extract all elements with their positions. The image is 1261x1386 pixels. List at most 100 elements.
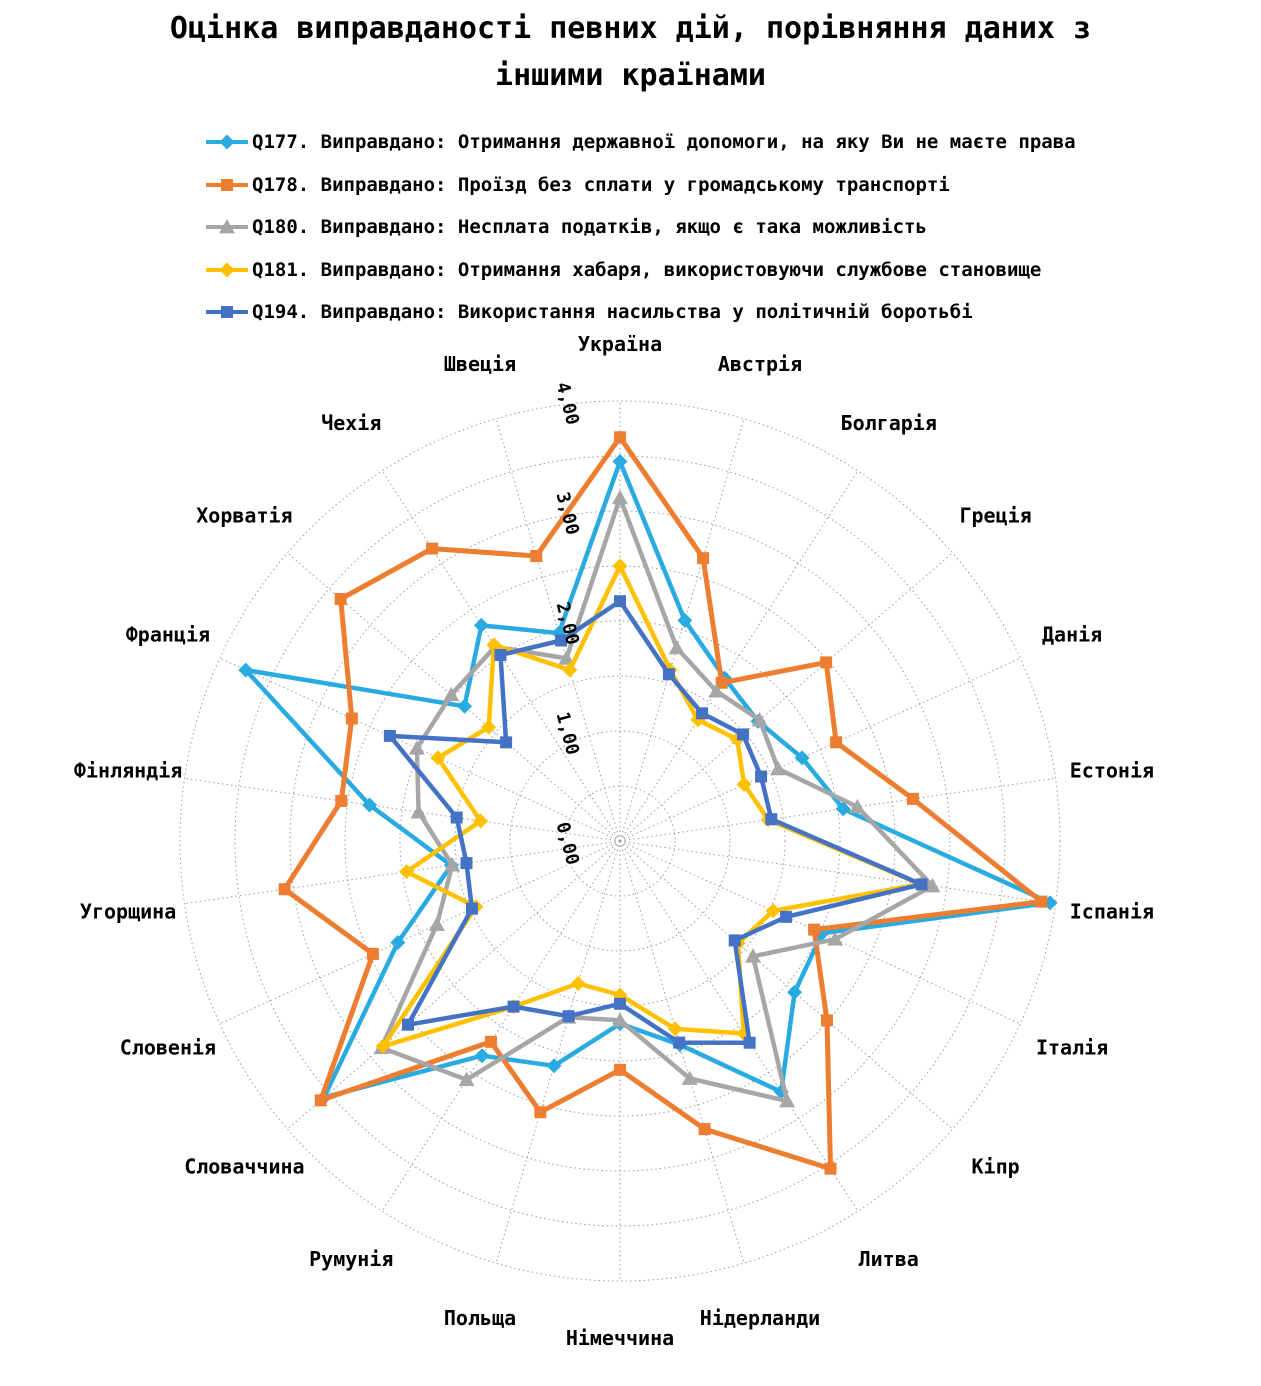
legend-label-Q178: Q178. Виправдано: Проїзд без сплати у гр…: [252, 173, 950, 196]
data-point-Q194-Словаччина: [402, 1018, 415, 1031]
data-point-Q181-Фінляндія: [473, 813, 489, 829]
data-point-Q194-Болгарія: [696, 707, 709, 720]
data-point-Q178-Швеція: [530, 550, 543, 563]
grid-ring: [344, 565, 896, 1117]
data-point-Q181-Україна: [612, 558, 628, 574]
data-point-Q180-Литва: [779, 1093, 796, 1108]
axis-label-Румунія: Румунія: [309, 1247, 393, 1271]
data-point-Q194-Фінляндія: [450, 811, 463, 824]
axis-label-Словаччина: Словаччина: [184, 1155, 304, 1179]
data-point-Q194-Іспанія: [915, 878, 928, 891]
grid-ring: [509, 730, 731, 952]
data-point-Q177-Румунія: [474, 1048, 490, 1064]
legend-square-marker-icon: [206, 306, 248, 318]
axis-label-Хорватія: Хорватія: [196, 504, 292, 528]
data-point-Q178-Словаччина: [314, 1094, 327, 1107]
grid-spoke: [619, 777, 1056, 842]
data-point-Q177-Хорватія: [457, 698, 473, 714]
data-point-Q194-Хорватія: [500, 736, 513, 749]
legend-item-Q177: Q177. Виправдано: Отримання державної до…: [205, 127, 1076, 157]
data-point-Q178-Україна: [614, 431, 626, 444]
data-point-Q178-Італія: [808, 923, 821, 936]
data-point-Q194-Німеччина: [614, 997, 626, 1010]
data-point-Q178-Австрія: [697, 552, 710, 565]
series-Q178: [278, 431, 1048, 1175]
data-point-Q178-Польща: [534, 1106, 547, 1119]
series-line-Q177: [243, 459, 1053, 1100]
grid-spoke: [619, 840, 1056, 905]
data-point-Q177-Естонія: [835, 801, 851, 817]
radial-tick-1,00: 1,00: [552, 710, 584, 757]
data-point-Q180-Іспанія: [924, 877, 941, 893]
data-point-Q194-Естонія: [765, 813, 778, 826]
polar-grid: [179, 400, 1061, 1282]
grid-spoke: [287, 840, 621, 1130]
radial-tick-labels: 0,001,002,003,004,00: [552, 380, 584, 867]
grid-spoke: [619, 840, 745, 1264]
category-labels: Україна Австрія Болгарія Греція Данія Естонія…: [74, 332, 1154, 1350]
data-point-Q177-Чехія: [473, 617, 489, 633]
grid-spoke: [619, 657, 1021, 842]
data-point-Q178-Болгарія: [715, 676, 728, 689]
data-point-Q180-Україна: [612, 489, 628, 505]
axis-label-Словенія: Словенія: [120, 1036, 216, 1060]
data-point-Q181-Данія: [736, 776, 752, 792]
data-point-Q194-Угорщина: [460, 857, 473, 870]
data-point-Q180-Естонія: [849, 798, 866, 814]
data-point-Q178-Данія: [830, 736, 843, 749]
axis-label-Іспанія: Іспанія: [1070, 900, 1154, 924]
data-point-Q180-Фінляндія: [410, 804, 427, 819]
data-point-Q178-Румунія: [484, 1035, 497, 1048]
grid-spoke: [184, 777, 621, 842]
data-point-Q181-Хорватія: [481, 719, 497, 735]
data-point-Q178-Хорватія: [334, 592, 347, 605]
data-point-Q180-Нідерланди: [681, 1070, 698, 1085]
data-point-Q178-Нідерланди: [698, 1123, 711, 1136]
legend-triangle-marker-icon: [206, 219, 248, 234]
axis-label-Кіпр: Кіпр: [972, 1155, 1020, 1179]
grid-spoke: [619, 470, 859, 842]
data-point-Q181-Угорщина: [399, 864, 415, 880]
grid-spoke: [619, 840, 1021, 1025]
radial-tick-0,00: 0,00: [552, 820, 584, 867]
grid-spoke: [619, 418, 745, 842]
axis-label-Естонія: Естонія: [1070, 758, 1154, 782]
grid-spoke: [219, 840, 621, 1025]
axis-label-Греція: Греція: [959, 504, 1031, 528]
grid-spoke: [619, 840, 859, 1212]
data-point-Q180-Румунія: [458, 1071, 475, 1087]
data-point-Q180-Угорщина: [444, 857, 461, 872]
data-point-Q180-Італія: [827, 931, 844, 946]
data-point-Q177-Кіпр: [787, 984, 803, 1000]
legend-square-marker-icon: [206, 178, 248, 191]
legend-label-Q194: Q194. Виправдано: Використання насильств…: [252, 301, 973, 323]
data-point-Q178-Греція: [820, 656, 833, 669]
data-point-Q194-Нідерланди: [673, 1036, 686, 1049]
grid-spoke: [381, 840, 621, 1212]
data-point-Q194-Данія: [755, 770, 768, 783]
axis-label-Болгарія: Болгарія: [841, 411, 937, 435]
data-point-Q180-Швеція: [558, 650, 575, 665]
data-point-Q180-Греція: [751, 711, 768, 727]
grid-spoke: [495, 840, 621, 1264]
data-point-Q178-Іспанія: [1035, 895, 1048, 908]
grid-spoke: [219, 657, 621, 842]
series-line-Q194: [387, 598, 924, 1045]
data-point-Q194-Італія: [780, 910, 793, 923]
data-point-Q178-Фінляндія: [335, 794, 348, 807]
legend-label-Q181: Q181. Виправдано: Отримання хабаря, вико…: [252, 258, 1042, 281]
axis-label-Швеція: Швеція: [444, 352, 516, 376]
grid-spoke: [495, 418, 621, 842]
chart-title: Оцінка виправданості певних дій, порівня…: [169, 11, 1092, 93]
series-Q194: [383, 595, 928, 1049]
axis-label-Австрія: Австрія: [718, 352, 802, 376]
data-point-Q177-Польща: [546, 1058, 562, 1074]
chart-legend: Q177. Виправдано: Отримання державної до…: [205, 127, 1076, 340]
grid-ring: [179, 400, 1061, 1282]
data-point-Q181-Італія: [765, 903, 781, 919]
data-point-Q181-Швеція: [562, 662, 578, 678]
data-point-Q194-Україна: [614, 595, 626, 608]
axis-label-Нідерланди: Нідерланди: [700, 1306, 820, 1330]
